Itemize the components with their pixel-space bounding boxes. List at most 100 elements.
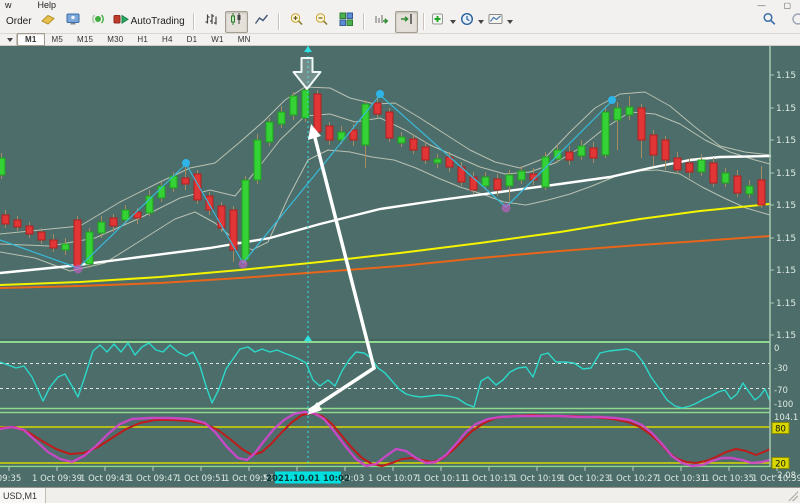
autotrading-button[interactable]: AutoTrading — [112, 11, 188, 33]
toolbar-separator — [422, 13, 425, 30]
window-controls: — ▢ — [757, 1, 795, 10]
wpr-axis-label: 0 — [774, 344, 779, 354]
time-axis-label: 1 Oct 09:39 — [32, 474, 82, 484]
periods-dropdown-caret[interactable] — [477, 19, 484, 24]
swing-low-dot — [238, 259, 248, 269]
price-axis-label: 1.15 — [776, 234, 796, 244]
bullish-candle — [553, 149, 562, 160]
zoom-out-icon — [314, 12, 329, 31]
tf-button-d1[interactable]: D1 — [186, 35, 198, 44]
templates-button[interactable] — [487, 11, 514, 33]
tf-button-m30[interactable]: M30 — [107, 35, 124, 44]
terminal-icon — [65, 12, 81, 31]
bar-chart-button[interactable] — [200, 11, 223, 33]
templates-dropdown-caret[interactable] — [506, 19, 513, 24]
signals-button[interactable] — [87, 11, 110, 33]
chart-canvas[interactable]: 1.15 1.15 1.15 1.15 1.15 1.15 1.15 1.15 1.15 0 -30… — [0, 46, 800, 487]
crosshair-top-marker — [304, 46, 312, 52]
candlestick-chart-button[interactable] — [224, 10, 248, 33]
bullish-candle — [277, 111, 286, 125]
time-axis-label: 1 Oct 10:39 — [752, 474, 800, 484]
menu-window-fragment[interactable]: w — [5, 0, 12, 10]
periods-button[interactable] — [459, 11, 485, 33]
tf-button-m5[interactable]: M5 — [51, 35, 64, 44]
minimize-icon[interactable]: — — [757, 0, 766, 10]
bearish-candle — [385, 111, 394, 139]
bullish-candle — [397, 136, 406, 144]
metaeditor-button[interactable] — [62, 11, 85, 33]
bearish-candle — [73, 219, 82, 267]
bearish-candle — [661, 139, 670, 161]
svg-text:20: 20 — [775, 460, 786, 470]
zoom-in-button[interactable] — [285, 11, 308, 33]
search-button[interactable] — [758, 11, 781, 33]
template-image-icon — [488, 12, 504, 31]
chart-shift-button[interactable] — [394, 10, 418, 33]
bullish-candle — [145, 195, 154, 214]
restore-icon[interactable]: ▢ — [783, 0, 791, 10]
tf-button-mn[interactable]: MN — [237, 35, 251, 44]
line-chart-icon — [254, 12, 269, 31]
search-icon — [762, 12, 777, 31]
time-axis-label: 1 Oct 09:47 — [128, 474, 178, 484]
bearish-candle — [1, 214, 10, 225]
indicators-button[interactable] — [430, 11, 457, 33]
tf-button-h1[interactable]: H1 — [137, 35, 149, 44]
chevron-down-icon — [6, 37, 13, 42]
time-axis-label: 1 Oct 09:55 — [224, 474, 274, 484]
toolbar-separator — [362, 13, 365, 30]
tile-windows-button[interactable] — [335, 11, 358, 33]
resize-grip-icon[interactable] — [788, 490, 798, 501]
candles — [0, 86, 766, 274]
bearish-candle — [133, 211, 142, 219]
line-chart-button[interactable] — [250, 11, 273, 33]
lower-band-line — [0, 149, 771, 272]
timeframe-bar: M1 M5 M15 M30 H1 H4 D1 W1 MN — [0, 33, 800, 46]
bullish-candle — [481, 176, 490, 187]
new-order-button[interactable]: Order — [3, 11, 35, 33]
clipped-toolbar-button[interactable] — [783, 11, 800, 33]
bearish-candle — [349, 129, 358, 141]
bearish-candle — [673, 157, 682, 171]
tf-button-m1[interactable]: M1 — [17, 33, 45, 46]
bearish-candle — [709, 162, 718, 184]
bearish-candle — [205, 195, 214, 211]
price-axis: 1.15 1.15 1.15 1.15 1.15 1.15 1.15 1.15 1.15 0 -30… — [769, 46, 798, 481]
bullish-candle — [97, 221, 106, 234]
toolbar-separator — [277, 13, 280, 30]
chart-shift-icon — [399, 12, 414, 31]
tf-button-h4[interactable]: H4 — [162, 35, 173, 44]
indicators-dropdown-caret[interactable] — [449, 19, 456, 24]
time-axis-label: 1 Oct 10:23 — [560, 474, 610, 484]
white-arrow-bottom-head — [307, 402, 322, 415]
bar-chart-icon — [204, 12, 218, 31]
bearish-candle — [25, 225, 34, 235]
swing-high-dot — [376, 90, 384, 98]
menu-help[interactable]: Help — [37, 0, 57, 10]
tf-button-m15[interactable]: M15 — [77, 35, 94, 44]
main-toolbar: Order AutoTrading — [0, 10, 800, 34]
price-axis-label: 1.15 — [776, 331, 796, 341]
bullish-candle — [517, 170, 526, 181]
price-axis-label: 1.15 — [776, 299, 796, 309]
bullish-candle — [721, 172, 730, 184]
bullish-candle — [613, 107, 622, 121]
price-axis-label: 1.15 — [776, 136, 796, 146]
bullish-candle — [625, 106, 634, 116]
price-axis-label: 1.15 — [776, 169, 796, 179]
auto-scroll-button[interactable] — [370, 11, 393, 33]
time-axis-label: 1 — [262, 474, 267, 484]
wpr-line — [0, 342, 771, 409]
bearish-candle — [589, 147, 598, 159]
new-order-ticket-button[interactable] — [37, 11, 60, 33]
price-axis-label: 1.15 — [776, 104, 796, 114]
symbol-combo-caret[interactable] — [0, 34, 17, 45]
bearish-candle — [469, 176, 478, 191]
chart-tab-symbol[interactable]: USD,M1 — [0, 488, 47, 503]
zoom-out-button[interactable] — [310, 11, 333, 33]
time-axis-label: 1 Oct 09:51 — [176, 474, 226, 484]
bullish-candle — [505, 174, 514, 187]
tf-button-w1[interactable]: W1 — [211, 35, 224, 44]
wpr-axis-label: -30 — [774, 364, 788, 374]
wpr-axis-label: -70 — [774, 386, 788, 396]
